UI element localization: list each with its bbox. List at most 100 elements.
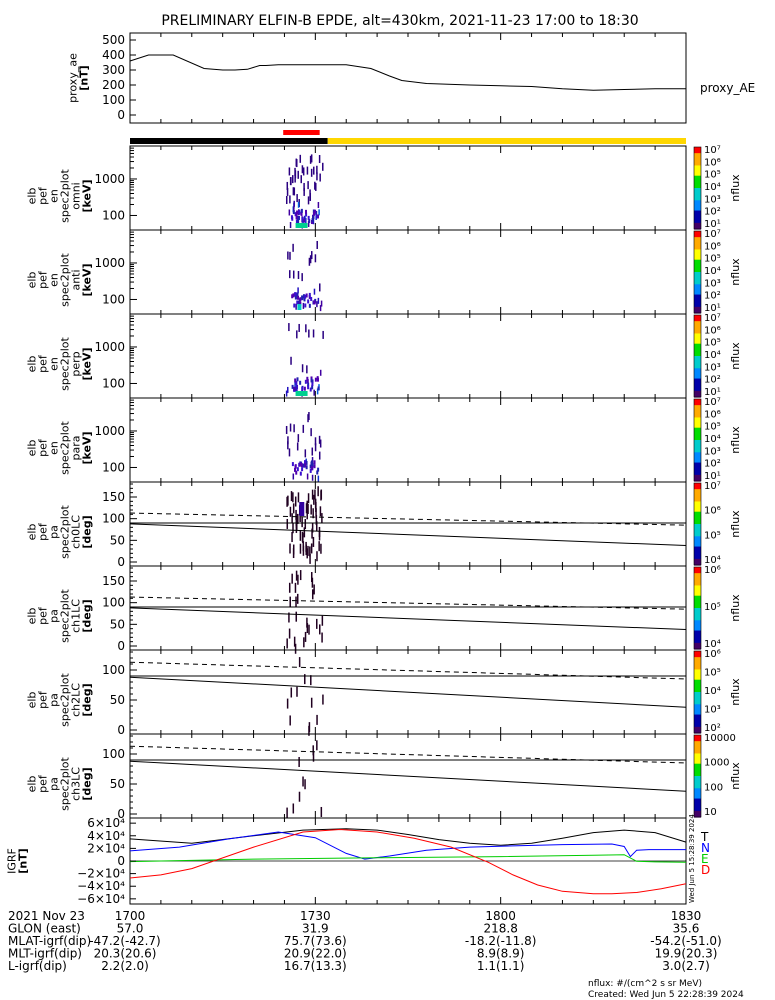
y-tick-label: 50 <box>110 533 125 547</box>
y-axis-label: elb <box>26 692 39 709</box>
colorbar-swatch <box>694 188 701 191</box>
y-axis-label: pef <box>37 354 50 373</box>
colorbar-swatch <box>694 401 701 404</box>
spectrogram-pixel <box>296 194 298 203</box>
colorbar-swatch <box>694 657 701 660</box>
colorbar-tick-label: 10¹ <box>704 471 721 482</box>
colorbar-swatch <box>694 202 701 205</box>
colorbar-swatch <box>694 624 701 628</box>
spectrogram-pixel <box>292 187 295 196</box>
spectrogram-pixel <box>303 637 305 648</box>
spectrogram-pixel <box>309 464 312 469</box>
spectrogram-pixel <box>296 377 299 382</box>
spectrogram-pixel <box>290 687 293 698</box>
colorbar-swatch <box>694 552 701 556</box>
spectrogram-pixel <box>292 523 294 534</box>
spectrogram-pixel <box>322 162 324 171</box>
colorbar-swatch <box>694 190 701 193</box>
colorbar-swatch <box>694 233 701 236</box>
spectrogram-pixel <box>319 369 322 376</box>
colorbar-tick-label: 10⁵ <box>704 338 721 349</box>
colorbar-swatch <box>694 804 701 808</box>
colorbar-swatch <box>694 610 701 613</box>
colorbar-swatch <box>694 569 701 572</box>
colorbar-swatch <box>694 735 701 738</box>
spectrogram-pixel <box>297 300 300 305</box>
spectrogram-pixel <box>307 215 310 220</box>
colorbar-swatch <box>694 444 701 447</box>
spectrogram-pixel <box>287 495 289 506</box>
colorbar-tick-label: 10 <box>704 807 717 818</box>
footer-row-value: 3.0(2.7) <box>662 959 710 973</box>
y-axis-label: pa <box>48 609 61 623</box>
spectrogram-pixel <box>312 536 315 547</box>
spectrogram-pixel <box>315 210 318 215</box>
colorbar-frame <box>693 566 702 650</box>
colorbar-swatch <box>694 147 701 150</box>
colorbar-tick-label: 100 <box>704 782 723 793</box>
colorbar-label: nflux <box>729 594 742 622</box>
colorbar-swatch <box>694 530 701 533</box>
footer-row-value: -47.2(-42.7) <box>89 934 160 948</box>
colorbar-swatch <box>694 573 701 576</box>
colorbar-swatch <box>694 198 701 201</box>
spectrogram-pixel <box>296 384 299 389</box>
spectrogram-pixel <box>302 776 304 787</box>
y-axis-label: elb <box>26 356 39 373</box>
loss-cone-line <box>129 607 687 631</box>
colorbar-swatch <box>694 364 701 367</box>
colorbar-swatch <box>694 204 701 208</box>
colorbar-tick-label: 10⁷ <box>704 481 721 492</box>
y-axis-label: pef <box>37 606 50 625</box>
colorbar-swatch <box>694 509 701 513</box>
spectrogram-pixel <box>306 617 308 628</box>
colorbar-tick-label: 10⁶ <box>704 649 721 660</box>
colorbar-tick-label: 10⁵ <box>704 602 721 613</box>
colorbar-swatch <box>694 638 701 642</box>
colorbar-swatch <box>694 681 701 685</box>
spectrogram-pixel <box>302 219 304 226</box>
colorbar-frame <box>693 398 702 482</box>
colorbar-swatch <box>694 353 701 357</box>
spectrogram-pixel <box>313 494 315 505</box>
spectrogram-pixel <box>319 624 321 635</box>
spectrogram-pixel <box>301 467 304 472</box>
colorbar-swatch <box>694 704 701 707</box>
spectrogram-pixel <box>314 181 316 190</box>
colorbar-swatch <box>694 491 701 494</box>
colorbar-swatch <box>694 585 701 589</box>
colorbar-swatch <box>694 351 701 355</box>
footer-row-value: 16.7(13.3) <box>284 959 347 973</box>
colorbar-swatch <box>694 251 701 255</box>
colorbar-swatch <box>694 677 701 681</box>
spectrogram-pixel <box>289 423 292 432</box>
colorbar-swatch <box>694 579 701 582</box>
colorbar-tick-label: 10³ <box>704 194 721 205</box>
colorbar-swatch <box>694 366 701 369</box>
colorbar-swatch <box>694 739 701 742</box>
spectrogram-pixel <box>294 382 296 389</box>
colorbar-swatch <box>694 278 701 281</box>
colorbar-swatch <box>694 245 701 248</box>
spectrogram-pixel <box>299 502 305 516</box>
spectrogram-pixel <box>298 791 301 802</box>
spectrogram-pixel <box>291 573 293 584</box>
colorbar-swatch <box>694 413 701 416</box>
colorbar-swatch <box>694 425 701 429</box>
colorbar-swatch <box>694 587 701 591</box>
y-axis-label: [deg] <box>81 599 94 632</box>
colorbar-swatch <box>694 651 701 654</box>
colorbar-swatch <box>694 167 701 171</box>
colorbar-tick-label: 1000 <box>704 758 729 769</box>
spectrogram-pixel <box>294 496 297 507</box>
igrf-series-n <box>129 831 686 860</box>
colorbar-swatch <box>694 513 701 517</box>
spectrogram-pixel <box>301 295 304 300</box>
colorbar-swatch <box>694 696 701 699</box>
colorbar-swatch <box>694 526 701 529</box>
colorbar-tick-label: 10³ <box>704 705 721 716</box>
